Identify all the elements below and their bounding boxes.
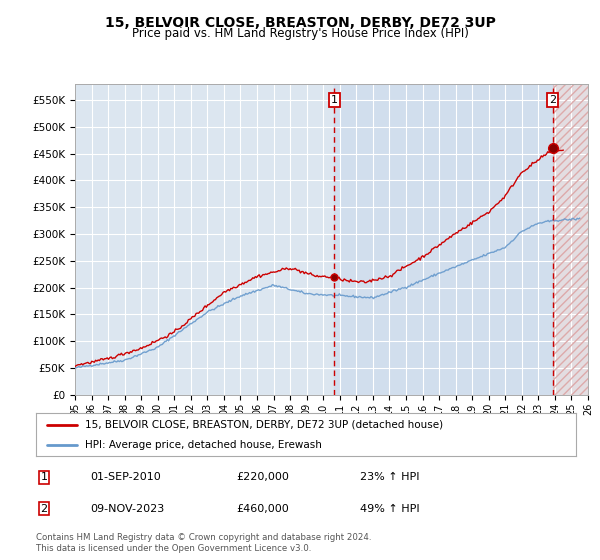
Text: 1: 1: [331, 95, 338, 105]
Text: 23% ↑ HPI: 23% ↑ HPI: [360, 472, 419, 482]
Text: 15, BELVOIR CLOSE, BREASTON, DERBY, DE72 3UP: 15, BELVOIR CLOSE, BREASTON, DERBY, DE72…: [104, 16, 496, 30]
Text: £220,000: £220,000: [236, 472, 289, 482]
Text: HPI: Average price, detached house, Erewash: HPI: Average price, detached house, Erew…: [85, 440, 322, 450]
Text: £460,000: £460,000: [236, 503, 289, 514]
Text: 49% ↑ HPI: 49% ↑ HPI: [360, 503, 419, 514]
Bar: [553, 84, 588, 395]
Text: 2: 2: [549, 95, 556, 105]
Bar: [334, 84, 553, 395]
Text: 1: 1: [41, 472, 47, 482]
Text: 01-SEP-2010: 01-SEP-2010: [90, 472, 161, 482]
Text: 09-NOV-2023: 09-NOV-2023: [90, 503, 164, 514]
Bar: [553, 84, 588, 395]
Text: Contains HM Land Registry data © Crown copyright and database right 2024.
This d: Contains HM Land Registry data © Crown c…: [36, 533, 371, 553]
Text: 15, BELVOIR CLOSE, BREASTON, DERBY, DE72 3UP (detached house): 15, BELVOIR CLOSE, BREASTON, DERBY, DE72…: [85, 419, 443, 430]
Text: Price paid vs. HM Land Registry's House Price Index (HPI): Price paid vs. HM Land Registry's House …: [131, 27, 469, 40]
Text: 2: 2: [41, 503, 47, 514]
